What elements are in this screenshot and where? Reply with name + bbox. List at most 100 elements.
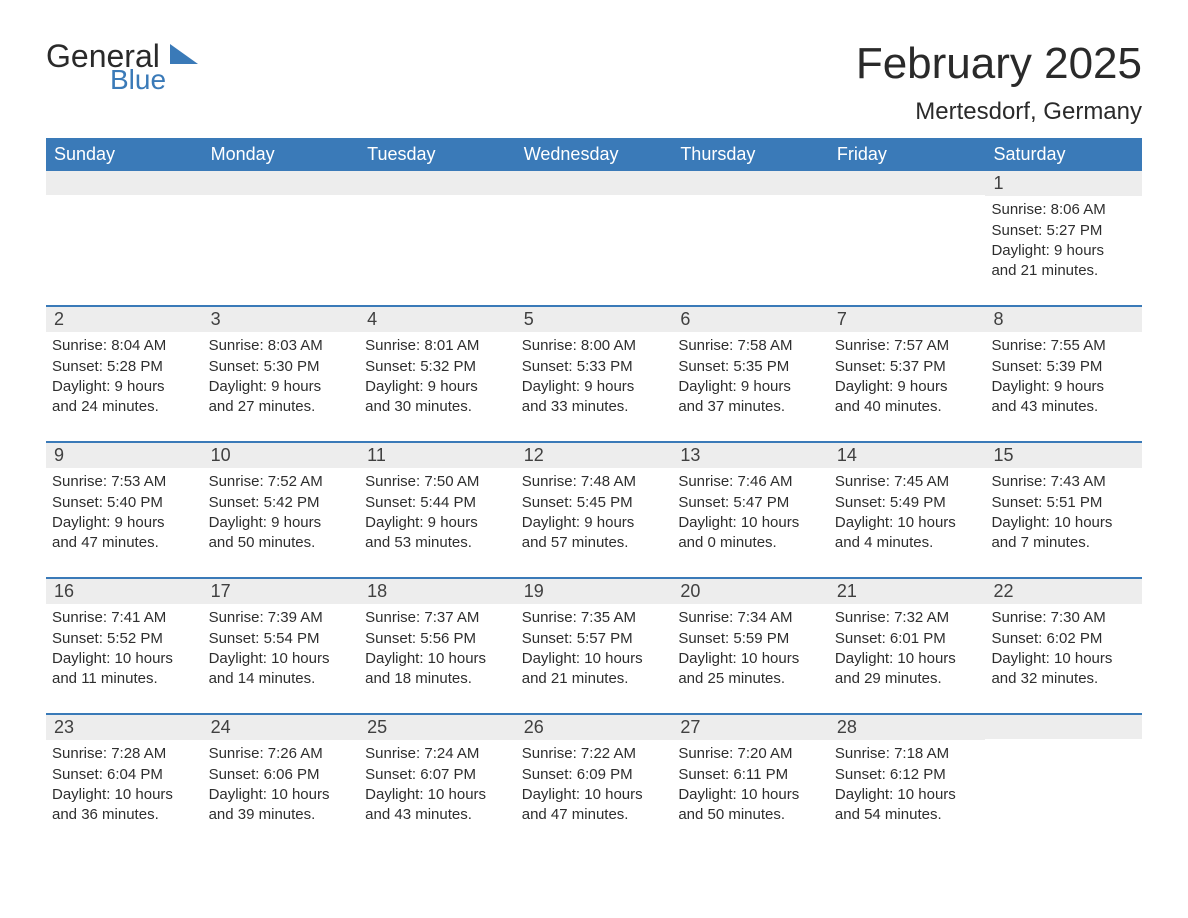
day-cell: 8Sunrise: 7:55 AMSunset: 5:39 PMDaylight…: [985, 307, 1142, 423]
day-daylight1: Daylight: 10 hours: [365, 785, 510, 805]
day-of-week-header: Sunday Monday Tuesday Wednesday Thursday…: [46, 138, 1142, 171]
day-daylight1: Daylight: 10 hours: [678, 785, 823, 805]
day-daylight1: Daylight: 10 hours: [991, 649, 1136, 669]
week-row: 23Sunrise: 7:28 AMSunset: 6:04 PMDayligh…: [46, 713, 1142, 831]
day-number: 1: [985, 171, 1142, 196]
day-sunset: Sunset: 5:40 PM: [52, 493, 197, 513]
dow-tuesday: Tuesday: [359, 138, 516, 171]
day-sunrise: Sunrise: 7:46 AM: [678, 472, 823, 492]
day-sunrise: Sunrise: 8:00 AM: [522, 336, 667, 356]
day-sunrise: Sunrise: 7:48 AM: [522, 472, 667, 492]
day-sunset: Sunset: 5:54 PM: [209, 629, 354, 649]
day-daylight2: and 47 minutes.: [52, 533, 197, 553]
day-sunrise: Sunrise: 7:26 AM: [209, 744, 354, 764]
day-daylight2: and 37 minutes.: [678, 397, 823, 417]
day-daylight1: Daylight: 10 hours: [52, 785, 197, 805]
brand-logo: General Blue: [46, 40, 198, 94]
day-sunset: Sunset: 5:59 PM: [678, 629, 823, 649]
dow-saturday: Saturday: [985, 138, 1142, 171]
day-daylight1: Daylight: 10 hours: [209, 785, 354, 805]
day-cell: 26Sunrise: 7:22 AMSunset: 6:09 PMDayligh…: [516, 715, 673, 831]
brand-triangle-icon: [170, 44, 198, 64]
day-cell: 3Sunrise: 8:03 AMSunset: 5:30 PMDaylight…: [203, 307, 360, 423]
day-sunrise: Sunrise: 7:30 AM: [991, 608, 1136, 628]
day-number: 9: [46, 443, 203, 468]
week-row: 1Sunrise: 8:06 AMSunset: 5:27 PMDaylight…: [46, 171, 1142, 287]
day-number: [516, 171, 673, 195]
day-cell: 17Sunrise: 7:39 AMSunset: 5:54 PMDayligh…: [203, 579, 360, 695]
day-sunset: Sunset: 5:32 PM: [365, 357, 510, 377]
day-number: 28: [829, 715, 986, 740]
day-sunset: Sunset: 5:44 PM: [365, 493, 510, 513]
day-cell: 22 Sunrise: 7:30 AMSunset: 6:02 PMDayligh…: [985, 579, 1142, 695]
location: Mertesdorf, Germany: [856, 98, 1142, 126]
day-cell: [672, 171, 829, 287]
day-sunset: Sunset: 6:02 PM: [991, 629, 1136, 649]
day-sunrise: Sunrise: 7:45 AM: [835, 472, 980, 492]
day-cell: 28Sunrise: 7:18 AMSunset: 6:12 PMDayligh…: [829, 715, 986, 831]
day-sunset: Sunset: 6:11 PM: [678, 765, 823, 785]
day-sunrise: Sunrise: 8:04 AM: [52, 336, 197, 356]
day-sunset: Sunset: 5:49 PM: [835, 493, 980, 513]
day-cell: [359, 171, 516, 287]
day-sunset: Sunset: 5:37 PM: [835, 357, 980, 377]
day-daylight2: and 0 minutes.: [678, 533, 823, 553]
brand-line2: Blue: [110, 66, 166, 94]
day-daylight1: Daylight: 10 hours: [835, 649, 980, 669]
day-cell: [516, 171, 673, 287]
day-sunrise: Sunrise: 7:50 AM: [365, 472, 510, 492]
calendar-page: General Blue February 2025 Mertesdorf, G…: [0, 0, 1188, 861]
day-cell: 18Sunrise: 7:37 AMSunset: 5:56 PMDayligh…: [359, 579, 516, 695]
day-daylight2: and 43 minutes.: [991, 397, 1136, 417]
day-number: 4: [359, 307, 516, 332]
day-sunset: Sunset: 5:28 PM: [52, 357, 197, 377]
day-daylight1: Daylight: 9 hours: [522, 377, 667, 397]
calendar: Sunday Monday Tuesday Wednesday Thursday…: [46, 138, 1142, 831]
day-sunset: Sunset: 5:27 PM: [991, 221, 1136, 241]
dow-thursday: Thursday: [672, 138, 829, 171]
day-daylight2: and 50 minutes.: [678, 805, 823, 825]
day-sunrise: Sunrise: 8:03 AM: [209, 336, 354, 356]
day-cell: 15Sunrise: 7:43 AMSunset: 5:51 PMDayligh…: [985, 443, 1142, 559]
day-daylight2: and 54 minutes.: [835, 805, 980, 825]
day-daylight1: Daylight: 9 hours: [991, 241, 1136, 261]
day-cell: 2Sunrise: 8:04 AMSunset: 5:28 PMDaylight…: [46, 307, 203, 423]
day-sunset: Sunset: 6:01 PM: [835, 629, 980, 649]
day-number: [985, 715, 1142, 739]
day-daylight2: and 30 minutes.: [365, 397, 510, 417]
day-daylight1: Daylight: 9 hours: [209, 513, 354, 533]
day-daylight1: Daylight: 9 hours: [522, 513, 667, 533]
day-daylight1: Daylight: 10 hours: [209, 649, 354, 669]
day-daylight1: Daylight: 9 hours: [209, 377, 354, 397]
day-daylight1: Daylight: 10 hours: [52, 649, 197, 669]
day-sunrise: Sunrise: 7:28 AM: [52, 744, 197, 764]
day-number: 22: [985, 579, 1142, 604]
day-sunrise: Sunrise: 7:39 AM: [209, 608, 354, 628]
day-number: 3: [203, 307, 360, 332]
day-daylight1: Daylight: 9 hours: [365, 513, 510, 533]
day-sunrise: Sunrise: 8:01 AM: [365, 336, 510, 356]
day-sunrise: Sunrise: 7:43 AM: [991, 472, 1136, 492]
day-number: [46, 171, 203, 195]
day-number: 26: [516, 715, 673, 740]
day-sunrise: Sunrise: 7:57 AM: [835, 336, 980, 356]
dow-wednesday: Wednesday: [516, 138, 673, 171]
day-daylight1: Daylight: 9 hours: [52, 513, 197, 533]
week-row: 2Sunrise: 8:04 AMSunset: 5:28 PMDaylight…: [46, 305, 1142, 423]
day-sunset: Sunset: 5:51 PM: [991, 493, 1136, 513]
dow-monday: Monday: [203, 138, 360, 171]
day-daylight2: and 4 minutes.: [835, 533, 980, 553]
day-cell: 9Sunrise: 7:53 AMSunset: 5:40 PMDaylight…: [46, 443, 203, 559]
day-daylight2: and 32 minutes.: [991, 669, 1136, 689]
day-number: 19: [516, 579, 673, 604]
day-number: 7: [829, 307, 986, 332]
day-number: 20: [672, 579, 829, 604]
day-cell: 23Sunrise: 7:28 AMSunset: 6:04 PMDayligh…: [46, 715, 203, 831]
day-daylight2: and 29 minutes.: [835, 669, 980, 689]
day-daylight1: Daylight: 9 hours: [991, 377, 1136, 397]
day-sunrise: Sunrise: 7:20 AM: [678, 744, 823, 764]
day-sunrise: Sunrise: 7:55 AM: [991, 336, 1136, 356]
day-daylight1: Daylight: 10 hours: [522, 649, 667, 669]
day-number: 24: [203, 715, 360, 740]
day-number: [359, 171, 516, 195]
